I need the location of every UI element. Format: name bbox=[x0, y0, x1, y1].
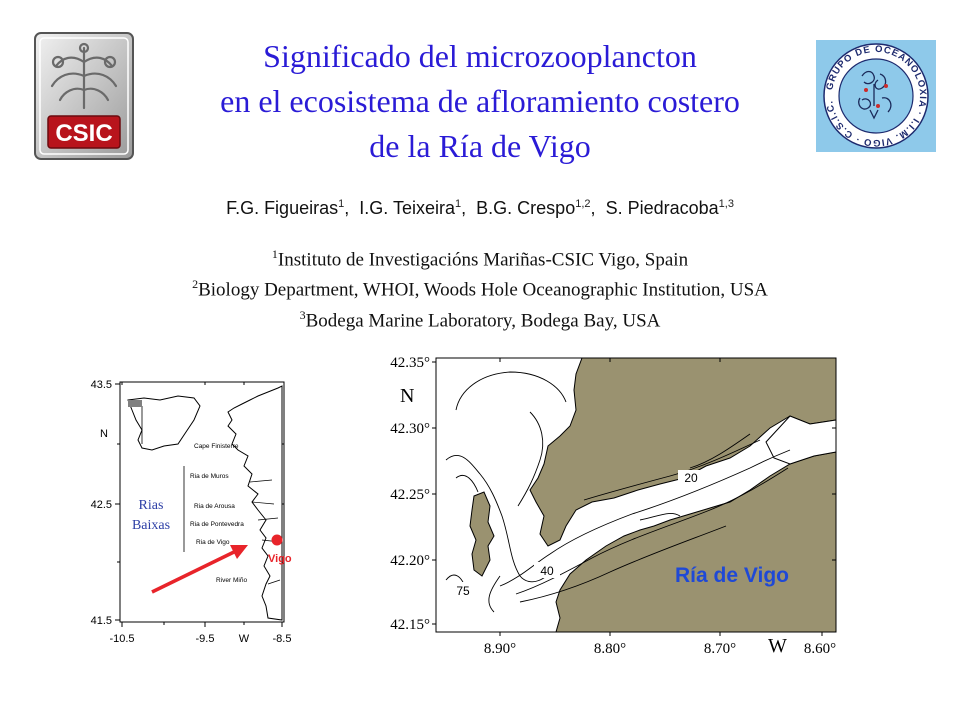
affiliation-mark: 2 bbox=[192, 277, 199, 292]
title-line-2: en el ecosistema de afloramiento costero bbox=[220, 83, 740, 119]
affiliation-text: Biology Department, WHOI, Woods Hole Oce… bbox=[198, 279, 768, 301]
title-line-1: Significado del microzooplancton bbox=[263, 38, 697, 74]
left-map-north-label: N bbox=[100, 428, 108, 440]
iberia-inset bbox=[127, 395, 201, 451]
affiliation-mark: 1 bbox=[271, 247, 278, 261]
author-affiliation-mark: 1 bbox=[455, 198, 462, 210]
location-arrow bbox=[151, 545, 248, 594]
author-separator: , bbox=[344, 198, 350, 218]
y-tick-label: 42.5 bbox=[91, 499, 112, 511]
galicia-location-map: 43.5 42.5 41.5 -10.5 -9.5 -8.5 N W Cape … bbox=[82, 370, 312, 670]
author-4: S. Piedracoba1,3 bbox=[606, 198, 734, 219]
cies-island bbox=[469, 491, 495, 577]
title-line-3: de la Ría de Vigo bbox=[369, 128, 591, 164]
author-1: F.G. Figueiras1, bbox=[226, 198, 354, 219]
ria-de-vigo-map: 20 40 75 42.35° 42.30° 42.25° 42.20° 42.… bbox=[370, 350, 840, 660]
author-name: S. Piedracoba bbox=[605, 198, 719, 218]
contour-label: 75 bbox=[456, 584, 470, 598]
left-map-west-label: W bbox=[239, 633, 250, 645]
vigo-label: Vigo bbox=[268, 553, 292, 565]
y-tick-label: 42.35° bbox=[390, 355, 430, 371]
affiliation-text: Instituto de Investigacións Mariñas-CSIC… bbox=[277, 249, 689, 271]
north-shore-land bbox=[529, 357, 837, 547]
affiliation-mark: 3 bbox=[299, 307, 306, 322]
affiliation-1: 1Instituto de Investigacións Mariñas-CSI… bbox=[0, 242, 960, 272]
affiliation-list: 1Instituto de Investigacións Mariñas-CSI… bbox=[0, 242, 960, 333]
x-tick-label: 8.70° bbox=[704, 641, 736, 657]
affiliation-text: Bodega Marine Laboratory, Bodega Bay, US… bbox=[305, 309, 661, 331]
y-tick-label: 43.5 bbox=[91, 379, 112, 391]
author-2: I.G. Teixeira1, bbox=[359, 198, 471, 219]
place-label: Ria de Arousa bbox=[194, 503, 235, 510]
vigo-marker bbox=[271, 534, 283, 546]
x-tick-label: 8.80° bbox=[594, 641, 626, 657]
right-map-north-label: N bbox=[400, 385, 414, 407]
depth-contours bbox=[445, 371, 791, 613]
place-label: Ria de Vigo bbox=[196, 539, 230, 546]
place-label: River Miño bbox=[216, 577, 247, 584]
author-3: B.G. Crespo1,2, bbox=[476, 198, 600, 219]
place-label: Ria de Pontevedra bbox=[190, 521, 244, 528]
x-tick-label: 8.90° bbox=[484, 641, 516, 657]
contour-label: 20 bbox=[684, 471, 698, 485]
author-name: F.G. Figueiras bbox=[226, 198, 339, 218]
csic-logo-text: CSIC bbox=[55, 120, 112, 147]
author-separator: , bbox=[590, 198, 596, 218]
y-tick-label: 42.15° bbox=[390, 617, 430, 633]
y-tick-label: 42.25° bbox=[390, 487, 430, 503]
author-separator: , bbox=[461, 198, 467, 218]
author-name: I.G. Teixeira bbox=[359, 198, 455, 218]
poster-title: Significado del microzooplancton en el e… bbox=[160, 34, 800, 169]
author-affiliation-mark: 1 bbox=[338, 198, 345, 210]
place-label: Cape Finisterre bbox=[194, 443, 239, 450]
author-name: B.G. Crespo bbox=[476, 198, 576, 218]
rias-label-line-1: Rias bbox=[139, 498, 164, 513]
place-label: Ria de Muros bbox=[190, 473, 229, 480]
right-map-west-label: W bbox=[768, 635, 787, 657]
ria-de-vigo-label: Ría de Vigo bbox=[675, 564, 789, 587]
oceanography-group-logo: GRUPO DE OCEANOLOXIA · I.I.M. VIGO · C.S… bbox=[816, 40, 936, 152]
x-tick-label: -10.5 bbox=[109, 633, 134, 645]
y-tick-label: 41.5 bbox=[91, 615, 112, 627]
author-affiliation-mark: 1,3 bbox=[718, 198, 734, 210]
x-tick-label: -8.5 bbox=[273, 633, 292, 645]
csic-logo: CSIC bbox=[34, 32, 134, 160]
x-tick-label: 8.60° bbox=[804, 641, 836, 657]
author-affiliation-mark: 1,2 bbox=[575, 198, 591, 210]
affiliation-2: 2Biology Department, WHOI, Woods Hole Oc… bbox=[0, 272, 960, 302]
rias-label-line-2: Baixas bbox=[132, 518, 170, 533]
y-tick-label: 42.30° bbox=[390, 421, 430, 437]
y-tick-label: 42.20° bbox=[390, 553, 430, 569]
contour-label: 40 bbox=[540, 564, 554, 578]
south-shore-land bbox=[555, 451, 837, 633]
x-tick-label: -9.5 bbox=[196, 633, 215, 645]
author-list: F.G. Figueiras1, I.G. Teixeira1, B.G. Cr… bbox=[0, 198, 960, 219]
galicia-coastline bbox=[227, 385, 283, 621]
affiliation-3: 3Bodega Marine Laboratory, Bodega Bay, U… bbox=[0, 303, 960, 333]
